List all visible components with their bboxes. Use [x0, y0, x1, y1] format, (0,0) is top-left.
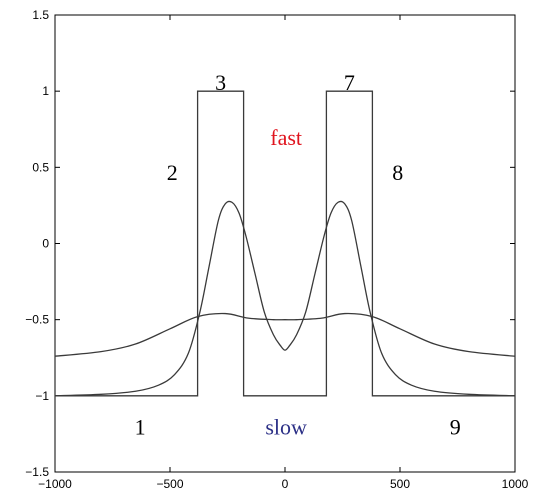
y-tick-label: −0.5 — [25, 313, 49, 327]
x-tick-label: 1000 — [502, 477, 529, 491]
annotation-label: 3 — [215, 70, 226, 95]
y-tick-label: 1 — [42, 84, 49, 98]
y-tick-label: 1.5 — [32, 8, 49, 22]
annotation-label: 8 — [392, 160, 403, 185]
square-wave-line — [55, 90, 515, 397]
x-tick-label: 500 — [390, 477, 410, 491]
y-tick-label: −1.5 — [25, 465, 49, 479]
y-tick-label: −1 — [35, 389, 49, 403]
y-tick-label: 0.5 — [32, 160, 49, 174]
fast-curve-line — [54, 200, 516, 397]
annotation-label: 9 — [450, 414, 461, 439]
annotation-label: 1 — [135, 414, 146, 439]
annotation-label: 7 — [344, 70, 355, 95]
x-tick-label: −1000 — [38, 477, 72, 491]
plot-area — [54, 14, 516, 473]
x-tick-label: −500 — [156, 477, 183, 491]
x-tick-label: 0 — [282, 477, 289, 491]
annotation-label: fast — [270, 125, 302, 150]
annotation-label: slow — [265, 414, 307, 439]
slow-curve-line — [54, 312, 516, 357]
y-tick-label: 0 — [42, 237, 49, 251]
annotation-label: 2 — [167, 160, 178, 185]
